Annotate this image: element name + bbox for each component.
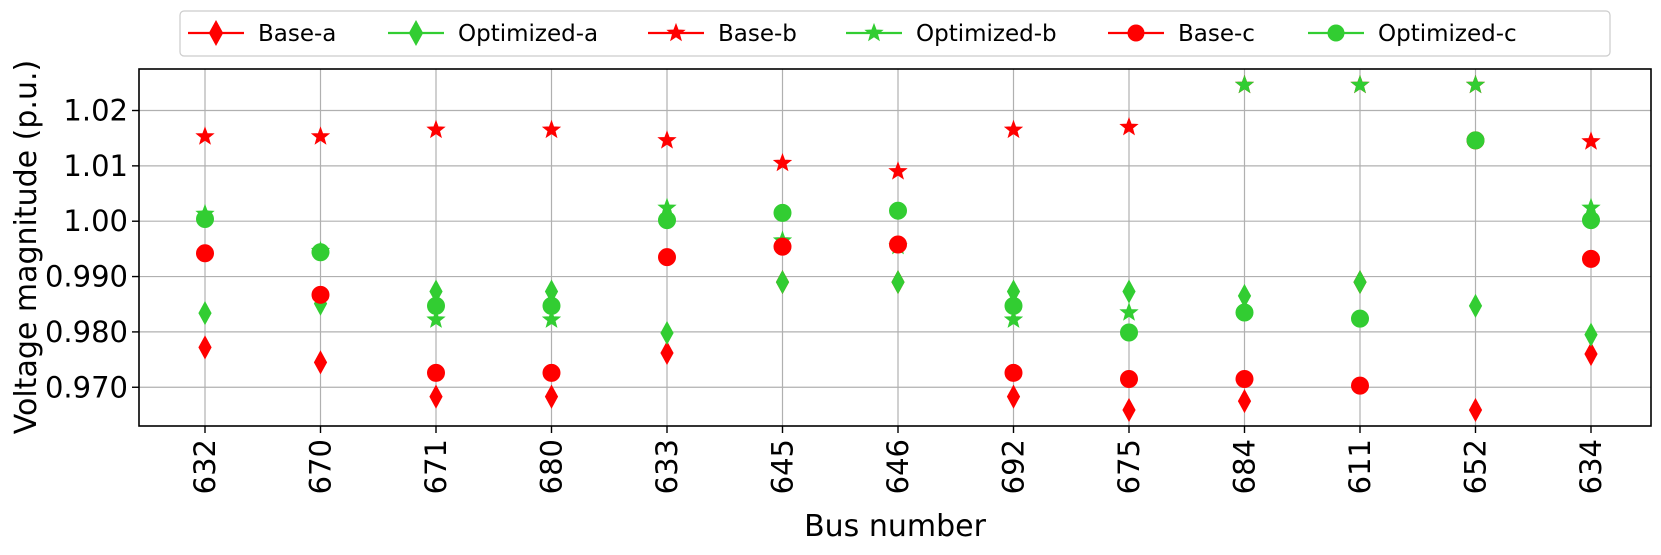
legend-marker-optimized-a: [408, 19, 424, 47]
marker-optimized-a-633: [660, 320, 674, 346]
marker-optimized-a-652: [1468, 293, 1483, 318]
marker-base-c-645: [773, 237, 792, 256]
legend-label-optimized-a: Optimized-a: [458, 21, 598, 47]
marker-optimized-b-675: [1119, 302, 1139, 321]
legend-marker-optimized-b: [864, 22, 884, 42]
marker-base-c-633: [658, 248, 676, 267]
marker-base-c-611: [1351, 376, 1369, 395]
y-axis-ticks: 0.970 0.980 0.990 1.00 1.01 1.02: [45, 94, 139, 404]
marker-optimized-b-692: [1003, 309, 1024, 328]
marker-optimized-c-684: [1235, 303, 1254, 322]
marker-base-c-632: [196, 244, 214, 263]
x-tick-label: 670: [304, 439, 338, 494]
y-tick-label: 0.980: [45, 315, 128, 349]
marker-optimized-a-611: [1353, 270, 1367, 295]
marker-base-c-675: [1120, 369, 1138, 388]
marker-base-c-680: [542, 363, 561, 382]
marker-base-b-633: [657, 130, 677, 149]
y-tick-label: 1.00: [63, 204, 128, 238]
x-tick-label: 671: [419, 439, 453, 494]
x-tick-label: 680: [535, 439, 569, 494]
marker-base-b-634: [1581, 131, 1601, 150]
marker-base-b-692: [1003, 119, 1024, 139]
marker-optimized-a-632: [198, 301, 212, 326]
y-tick-label: 0.970: [45, 370, 128, 404]
marker-base-b-671: [426, 119, 446, 139]
legend-label-base-a: Base-a: [258, 21, 336, 47]
marker-optimized-c-645: [773, 203, 792, 222]
marker-optimized-a-646: [891, 270, 905, 295]
marker-base-a-680: [544, 384, 559, 409]
y-axis-title: Voltage magnitude (p.u.): [9, 60, 44, 434]
marker-optimized-c-675: [1120, 323, 1138, 342]
marker-base-b-675: [1119, 116, 1139, 136]
marker-optimized-c-692: [1004, 296, 1023, 315]
marker-base-a-632: [198, 335, 212, 360]
marker-base-c-634: [1582, 249, 1600, 268]
x-tick-label: 632: [188, 439, 222, 494]
marker-optimized-b-652: [1465, 74, 1486, 94]
marker-base-a-671: [429, 384, 443, 409]
marker-base-b-632: [195, 126, 215, 145]
marker-optimized-b-671: [426, 309, 446, 328]
marker-optimized-c-680: [542, 296, 561, 315]
legend-label-optimized-b: Optimized-b: [916, 21, 1057, 47]
legend: Base-a Optimized-a Base-b Optimized-b Base-c…: [179, 10, 1611, 57]
marker-base-a-692: [1006, 384, 1021, 409]
marker-optimized-c-634: [1582, 211, 1600, 230]
marker-optimized-c-611: [1351, 309, 1369, 328]
legend-marker-base-c: [1127, 24, 1145, 42]
legend-marker-optimized-c: [1327, 24, 1345, 42]
x-tick-label: 633: [650, 439, 684, 494]
marker-base-c-670: [311, 285, 330, 304]
marker-base-b-670: [310, 126, 331, 145]
marker-optimized-a-634: [1584, 322, 1598, 347]
legend-marker-base-a: [208, 19, 224, 47]
y-tick-label: 1.01: [63, 149, 128, 183]
x-tick-label: 692: [997, 439, 1031, 494]
marker-optimized-b-684: [1234, 74, 1255, 94]
marker-optimized-c-671: [427, 296, 445, 315]
marker-base-b-680: [541, 119, 562, 139]
marker-optimized-c-633: [658, 211, 676, 230]
marker-base-c-684: [1235, 369, 1254, 388]
marker-base-c-692: [1004, 363, 1023, 382]
x-axis-ticks: 632 670 671 680 633 645 646 692 675 684 611 652 634: [188, 426, 1608, 494]
x-tick-label: 675: [1112, 439, 1146, 494]
legend-label-base-c: Base-c: [1178, 21, 1255, 47]
marker-optimized-c-652: [1466, 131, 1485, 150]
legend-label-base-b: Base-b: [718, 21, 797, 47]
legend-marker-base-b: [666, 22, 686, 42]
marker-base-a-633: [660, 340, 674, 365]
plot-frame: [138, 68, 1652, 427]
marker-base-a-675: [1122, 397, 1136, 422]
y-tick-label: 1.02: [63, 94, 128, 128]
marker-base-a-634: [1584, 342, 1598, 367]
marker-base-a-652: [1468, 397, 1483, 422]
marker-base-b-645: [772, 152, 793, 172]
marker-base-a-670: [313, 350, 328, 375]
marker-optimized-b-680: [541, 309, 562, 328]
marker-optimized-c-646: [889, 201, 907, 220]
y-tick-label: 0.990: [45, 260, 128, 294]
marker-optimized-b-611: [1350, 74, 1370, 94]
x-tick-label: 645: [766, 439, 800, 494]
marker-base-a-684: [1237, 389, 1252, 414]
marker-optimized-c-670: [311, 243, 330, 262]
marker-base-b-646: [888, 161, 908, 180]
legend-label-optimized-c: Optimized-c: [1378, 21, 1517, 47]
marker-optimized-c-632: [196, 209, 214, 228]
data-markers: [195, 74, 1601, 422]
marker-base-c-646: [889, 235, 907, 254]
x-tick-label: 646: [881, 439, 915, 494]
marker-optimized-a-645: [775, 270, 790, 295]
x-tick-label: 652: [1459, 439, 1493, 494]
x-tick-label: 611: [1343, 439, 1377, 494]
x-tick-label: 634: [1574, 439, 1608, 494]
x-axis-title: Bus number: [804, 509, 987, 544]
x-tick-label: 684: [1228, 439, 1262, 494]
marker-base-c-671: [427, 363, 445, 382]
